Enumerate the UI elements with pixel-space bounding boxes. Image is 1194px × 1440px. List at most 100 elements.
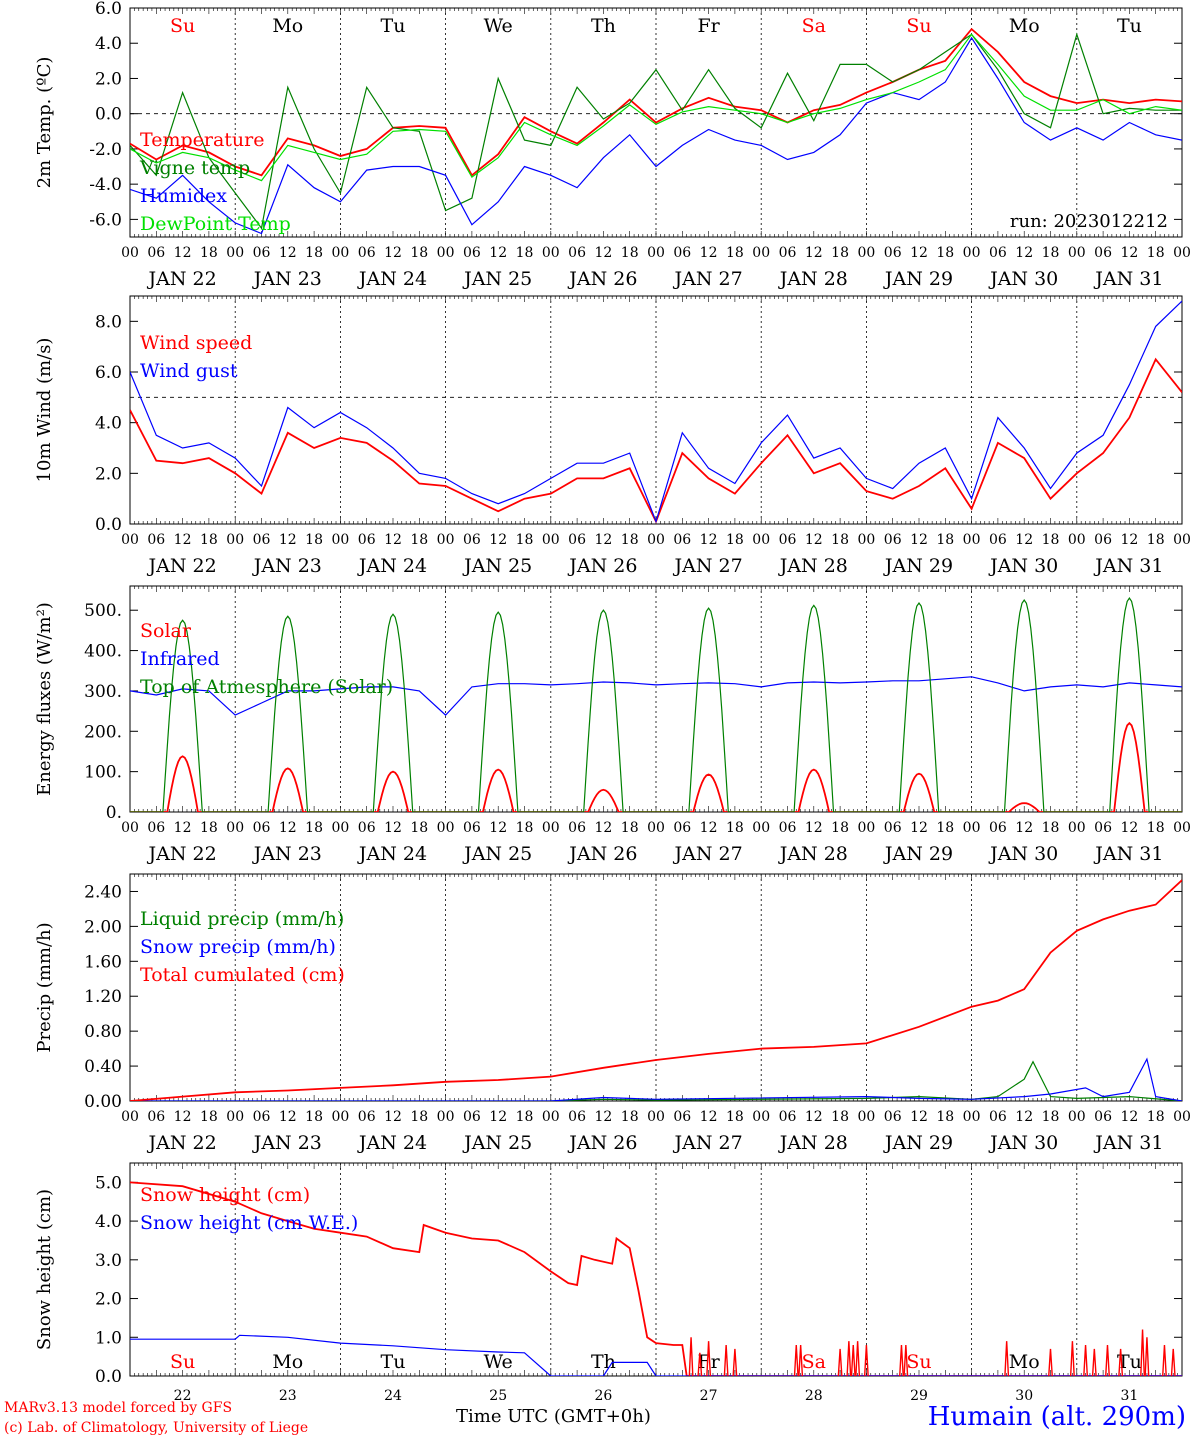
snow-spike xyxy=(697,1352,703,1376)
day-label: JAN 28 xyxy=(778,843,848,865)
hour-tick-label: 06 xyxy=(568,820,586,836)
hour-tick-label: 06 xyxy=(779,532,797,548)
hour-tick-label: 06 xyxy=(463,245,481,261)
series-line-4 xyxy=(130,33,1182,182)
y-tick-label: 0.0 xyxy=(95,1367,122,1387)
hour-tick-label: 06 xyxy=(147,245,165,261)
hour-tick-label: 18 xyxy=(1147,245,1165,261)
y-tick-label: 5.0 xyxy=(95,1173,122,1193)
day-label: JAN 24 xyxy=(357,268,427,290)
y-tick-label: 6.0 xyxy=(95,0,122,19)
legend-entry: DewPoint Temp xyxy=(140,213,291,235)
hour-tick-label: 18 xyxy=(831,820,849,836)
hour-tick-label: 06 xyxy=(673,245,691,261)
hour-tick-label: 06 xyxy=(568,532,586,548)
hour-tick-label: 12 xyxy=(805,820,823,836)
hour-tick-label: 12 xyxy=(594,532,612,548)
hour-tick-label: 06 xyxy=(358,820,376,836)
y-tick-label: 3.0 xyxy=(95,1251,122,1271)
y-axis-label: Snow height (cm) xyxy=(34,1189,55,1350)
hour-tick-label: 06 xyxy=(568,1109,586,1125)
hour-tick-label: 18 xyxy=(200,820,218,836)
hour-tick-label: 12 xyxy=(174,245,192,261)
hour-tick-label: 12 xyxy=(279,1109,297,1125)
y-tick-label: 0.80 xyxy=(84,1022,122,1042)
hour-tick-label: 18 xyxy=(516,1109,534,1125)
hour-tick-label: 12 xyxy=(805,245,823,261)
y-tick-label: 2.40 xyxy=(84,882,122,902)
hour-tick-label: 00 xyxy=(542,1109,560,1125)
day-label: JAN 26 xyxy=(567,268,637,290)
hour-tick-label: 18 xyxy=(936,1109,954,1125)
y-tick-label: 2.00 xyxy=(84,917,122,937)
hour-tick-label: 00 xyxy=(542,245,560,261)
hour-tick-label: 18 xyxy=(410,1109,428,1125)
y-axis-label: 10m Wind (m/s) xyxy=(34,338,55,483)
hour-tick-label: 18 xyxy=(200,532,218,548)
hour-tick-label: 06 xyxy=(884,1109,902,1125)
y-tick-label: 1.60 xyxy=(84,952,122,972)
hour-tick-label: 12 xyxy=(384,245,402,261)
run-annotation: run: 2023012212 xyxy=(1010,211,1168,232)
hour-tick-label: 00 xyxy=(647,245,665,261)
day-label: JAN 28 xyxy=(778,1132,848,1154)
snow-spike xyxy=(1069,1341,1075,1376)
series-line-2 xyxy=(130,676,1182,716)
hour-tick-label: 00 xyxy=(752,820,770,836)
y-tick-label: 0.00 xyxy=(84,1092,122,1112)
plot-frame xyxy=(129,585,1183,813)
hour-tick-label: 12 xyxy=(910,820,928,836)
y-tick-label: 8.0 xyxy=(95,312,122,332)
hour-tick-label: 00 xyxy=(121,1109,139,1125)
hour-tick-label: 18 xyxy=(1042,1109,1060,1125)
hour-tick-label: 18 xyxy=(410,820,428,836)
hour-tick-label: 06 xyxy=(884,245,902,261)
y-tick-label: 1.20 xyxy=(84,987,122,1007)
y-tick-label: 300. xyxy=(84,682,122,702)
hour-tick-label: 12 xyxy=(489,532,507,548)
hour-tick-label: 12 xyxy=(1120,532,1138,548)
legend-entry: Total cumulated (cm) xyxy=(140,964,345,986)
hour-tick-label: 06 xyxy=(989,820,1007,836)
hour-tick-label: 12 xyxy=(174,820,192,836)
hour-tick-label: 18 xyxy=(305,820,323,836)
y-tick-label: -2.0 xyxy=(89,140,122,160)
hour-tick-label: 00 xyxy=(857,245,875,261)
panel-1: 6.0 4.0 2.0 0.0 -2.0 -4.0 -6.0 2m Temp. (ºC) 00 0… xyxy=(34,0,1191,290)
hour-tick-label: 18 xyxy=(936,820,954,836)
hour-tick-label: 06 xyxy=(884,532,902,548)
series-line-2 xyxy=(130,300,1182,524)
hour-tick-label: 00 xyxy=(542,820,560,836)
hour-tick-label: 06 xyxy=(779,1109,797,1125)
hour-tick-label: 00 xyxy=(437,1109,455,1125)
hour-tick-label: 00 xyxy=(752,245,770,261)
snow-spike xyxy=(903,1344,909,1376)
hour-tick-label: 00 xyxy=(1068,245,1086,261)
y-tick-label: 0. xyxy=(106,803,122,823)
hour-tick-label: 12 xyxy=(700,245,718,261)
y-tick-label: 0.0 xyxy=(95,105,122,125)
day-number-label: 28 xyxy=(805,1388,823,1404)
hour-tick-label: 06 xyxy=(463,1109,481,1125)
day-label: JAN 26 xyxy=(567,1132,637,1154)
y-tick-label: 0.0 xyxy=(95,515,122,535)
panel-3: 0. 100. 200. 300. 400. 500. Energy fluxes (W/m… xyxy=(34,585,1191,865)
day-label: JAN 24 xyxy=(357,843,427,865)
hour-tick-label: 06 xyxy=(358,1109,376,1125)
hour-tick-label: 18 xyxy=(516,245,534,261)
hour-tick-label: 18 xyxy=(516,820,534,836)
legend-entry: Wind gust xyxy=(140,360,238,382)
series-group xyxy=(130,597,1182,812)
y-tick-label: 4.0 xyxy=(95,34,122,54)
y-tick-label: 100. xyxy=(84,763,122,783)
weekday-label: Fr xyxy=(697,15,720,37)
hour-tick-label: 00 xyxy=(1173,820,1191,836)
hour-tick-label: 00 xyxy=(647,532,665,548)
hour-tick-label: 18 xyxy=(200,245,218,261)
hour-tick-label: 18 xyxy=(726,820,744,836)
snow-spike xyxy=(1118,1348,1124,1376)
day-number-label: 25 xyxy=(489,1388,507,1404)
day-label: JAN 25 xyxy=(462,1132,532,1154)
snow-spike xyxy=(1004,1341,1010,1376)
hour-tick-label: 18 xyxy=(1147,532,1165,548)
